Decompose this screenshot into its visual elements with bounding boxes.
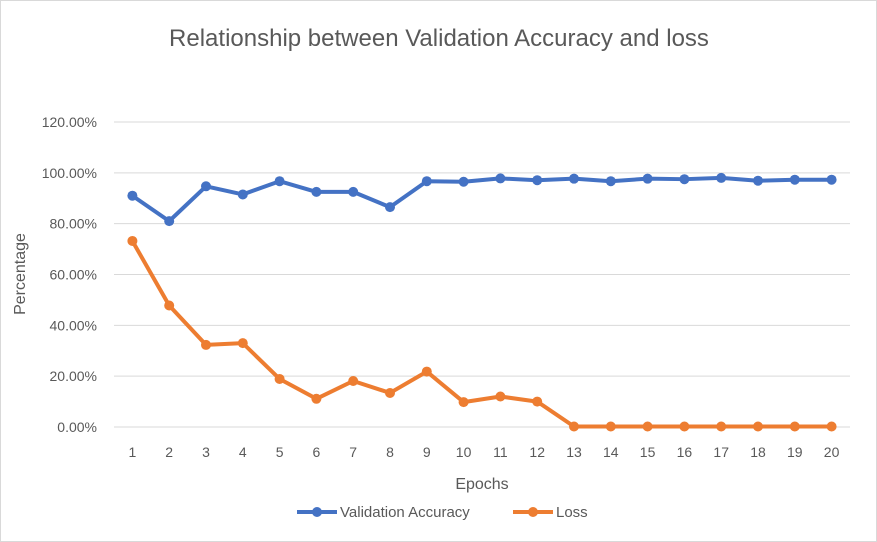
data-point	[164, 216, 175, 227]
y-tick-label: 60.00%	[50, 267, 97, 283]
data-point	[642, 421, 653, 432]
y-tick-label: 20.00%	[50, 368, 97, 384]
data-point	[385, 387, 395, 398]
data-point	[348, 375, 359, 386]
x-tick-label: 2	[165, 444, 173, 460]
x-tick-label: 5	[276, 444, 284, 460]
x-tick-label: 4	[239, 444, 247, 460]
x-tick-label: 6	[313, 444, 321, 460]
data-point	[311, 393, 322, 404]
legend: Validation Accuracy Loss	[297, 504, 588, 521]
data-point	[532, 396, 543, 407]
series-lines	[127, 172, 837, 432]
x-tick-label: 3	[202, 444, 210, 460]
y-tick-label: 40.00%	[50, 317, 97, 333]
x-tick-label: 13	[566, 444, 582, 460]
data-point	[789, 174, 800, 185]
series-line	[130, 238, 834, 429]
data-point	[201, 339, 211, 350]
legend-label: Validation Accuracy	[340, 504, 470, 521]
data-point	[679, 421, 690, 432]
x-tick-label: 14	[603, 444, 619, 460]
data-point	[642, 173, 653, 184]
x-tick-label: 20	[824, 444, 840, 460]
data-point	[164, 300, 175, 311]
data-point	[605, 421, 616, 432]
x-axis-label: Epochs	[455, 476, 508, 493]
x-axis-ticks: 1 2 3 4 5 6 7 8 9 10 11 12 13 14 15 16 17 18 19 20	[129, 444, 840, 460]
data-point	[127, 235, 138, 246]
data-point	[789, 421, 800, 432]
data-point	[127, 190, 138, 201]
y-tick-label: 0.00%	[57, 419, 97, 435]
legend-swatch-marker	[528, 507, 538, 517]
y-tick-label: 100.00%	[42, 165, 97, 181]
data-point	[495, 173, 506, 184]
gridlines	[114, 121, 850, 428]
x-tick-label: 15	[640, 444, 656, 460]
data-point	[716, 421, 727, 432]
x-tick-label: 16	[677, 444, 693, 460]
x-tick-label: 8	[386, 444, 394, 460]
x-tick-label: 7	[349, 444, 357, 460]
data-point	[569, 421, 579, 432]
x-tick-label: 10	[456, 444, 472, 460]
data-point	[274, 373, 285, 384]
y-tick-label: 80.00%	[50, 216, 97, 232]
data-point	[274, 176, 285, 187]
data-point	[569, 173, 579, 184]
legend-swatch-marker	[312, 507, 322, 517]
data-point	[458, 397, 469, 408]
x-tick-label: 19	[787, 444, 803, 460]
y-axis-ticks: 0.00% 20.00% 40.00% 60.00% 80.00% 100.00% 120.…	[42, 114, 97, 435]
y-tick-label: 120.00%	[42, 114, 97, 130]
data-point	[753, 175, 763, 186]
data-point	[532, 175, 543, 186]
data-point	[421, 176, 432, 187]
data-point	[311, 186, 322, 197]
series-line	[130, 175, 834, 224]
x-tick-label: 18	[750, 444, 766, 460]
x-tick-label: 1	[129, 444, 137, 460]
y-axis-label: Percentage	[12, 233, 29, 315]
data-point	[605, 176, 616, 187]
x-tick-label: 11	[493, 444, 508, 460]
data-point	[348, 186, 359, 197]
data-point	[826, 174, 837, 185]
data-point	[458, 176, 469, 187]
data-point	[753, 421, 763, 432]
chart-title: Relationship between Validation Accuracy…	[169, 25, 709, 52]
data-point	[237, 189, 248, 200]
data-point	[421, 366, 432, 377]
x-tick-label: 9	[423, 444, 431, 460]
data-point	[201, 181, 211, 192]
x-tick-label: 12	[529, 444, 545, 460]
data-point	[385, 202, 395, 213]
data-point	[237, 338, 248, 349]
data-point	[826, 421, 837, 432]
x-tick-label: 17	[713, 444, 729, 460]
data-point	[495, 391, 506, 402]
legend-label: Loss	[556, 504, 588, 521]
data-point	[679, 174, 690, 185]
data-point	[716, 172, 727, 183]
